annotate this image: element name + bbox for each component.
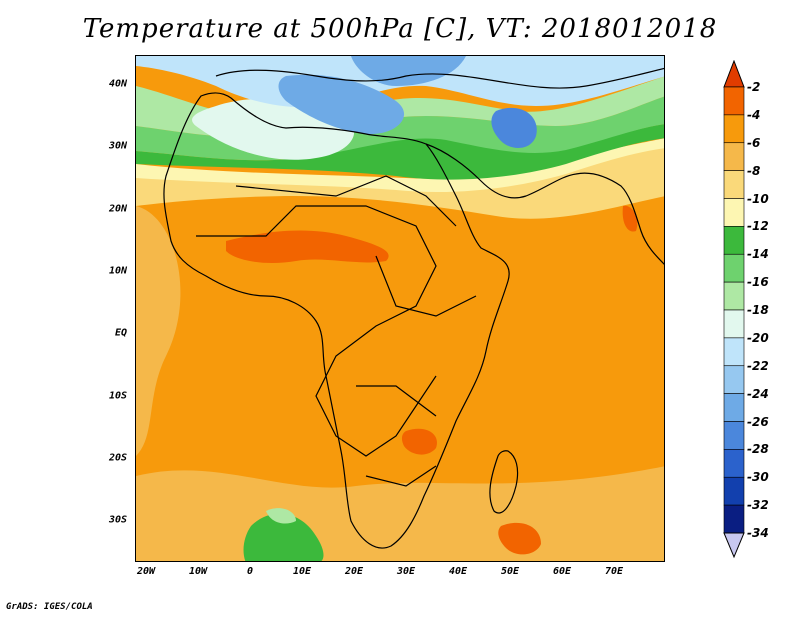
lon-label-70e: 70E [604,566,624,577]
colorbar-label: -2 [747,80,761,94]
colorbar-label: -28 [747,442,769,457]
western-light-band [136,206,181,456]
cold-patch-north [351,56,466,86]
lat-label-20s: 20S [108,452,127,464]
colorbar [723,60,745,559]
colorbar-segment [723,337,745,367]
colorbar-label: -10 [747,191,769,206]
lat-label-20n: 20N [108,203,127,215]
colorbar-segment [723,253,745,283]
grads-credit: GrADS: IGES/COLA [6,602,93,612]
colorbar-segment [723,504,745,534]
colorbar-label: -12 [747,219,769,234]
lat-label-30s: 30S [108,514,127,526]
colorbar-label: -24 [747,386,769,401]
colorbar-top-arrow [723,60,745,88]
lon-label-30e: 30E [396,566,416,577]
lat-label-40n: 40N [108,78,127,90]
hot-patch-madagascar [498,522,541,555]
coastline-outlines [163,67,664,549]
country-borders-inner [235,175,477,487]
temperature-field [136,56,664,561]
lon-label-0: 0 [246,566,254,577]
lon-label-10w: 10W [188,566,208,577]
lon-label-50e: 50E [500,566,520,577]
europe-coastline [215,67,664,89]
cream-band [136,138,664,193]
lat-label-eq: EQ [114,327,127,339]
hot-patch-india [622,205,638,232]
colorbar-segment [723,281,745,311]
colorbar-segment [723,309,745,339]
lon-label-60e: 60E [552,566,572,577]
lon-label-10e: 10E [292,566,312,577]
colorbar-label: -8 [747,163,761,178]
lon-label-20w: 20W [136,566,156,577]
colorbar-label: -22 [747,358,769,373]
cold-core-east [491,107,537,148]
pale-band [136,144,664,219]
africa-coastline [163,92,510,549]
colorbar-label: -34 [747,526,769,540]
colorbar-label: -4 [747,107,761,122]
arabia-india-coastline [425,143,664,265]
colorbar-segment [723,198,745,227]
green-band [136,124,664,180]
cold-patch-med [278,74,405,135]
hot-patch-sahel [226,230,389,263]
lat-label-30n: 30N [108,140,127,152]
colorbar-segment [723,142,745,171]
colorbar-label: -6 [747,135,761,150]
cold-patch-southwest [243,513,324,561]
colorbar-segment [723,449,745,478]
colorbar-label: -30 [747,470,769,485]
colorbar-segment [723,476,745,506]
colorbar-bottom-arrow [723,532,745,559]
colorbar-segments [723,86,745,534]
colorbar-segment [723,365,745,394]
country-borders [196,205,437,457]
colorbar-label: -32 [747,498,769,513]
colorbar-segment [723,114,745,144]
colorbar-label: -26 [747,414,769,429]
map-title: Temperature at 500hPa [C], VT: 201801201… [82,14,718,44]
colorbar-label: -16 [747,275,769,290]
lat-label-10n: 10N [108,265,127,277]
colorbar-label: -20 [747,330,769,345]
colorbar-label: -14 [747,247,769,262]
colorbar-segment [723,226,745,255]
lon-label-20e: 20E [344,566,364,577]
colorbar-label: -18 [747,303,769,317]
lat-label-10s: 10S [108,390,127,402]
madagascar-coastline [489,450,519,514]
colorbar-segment [723,393,745,422]
mint-patch-southwest [266,508,296,524]
map-panel [135,55,665,562]
colorbar-segment [723,421,745,450]
colorbar-segment [723,170,745,199]
colorbar-segment [723,86,745,116]
hot-patch-south [401,428,437,455]
lon-label-40e: 40E [448,566,468,577]
